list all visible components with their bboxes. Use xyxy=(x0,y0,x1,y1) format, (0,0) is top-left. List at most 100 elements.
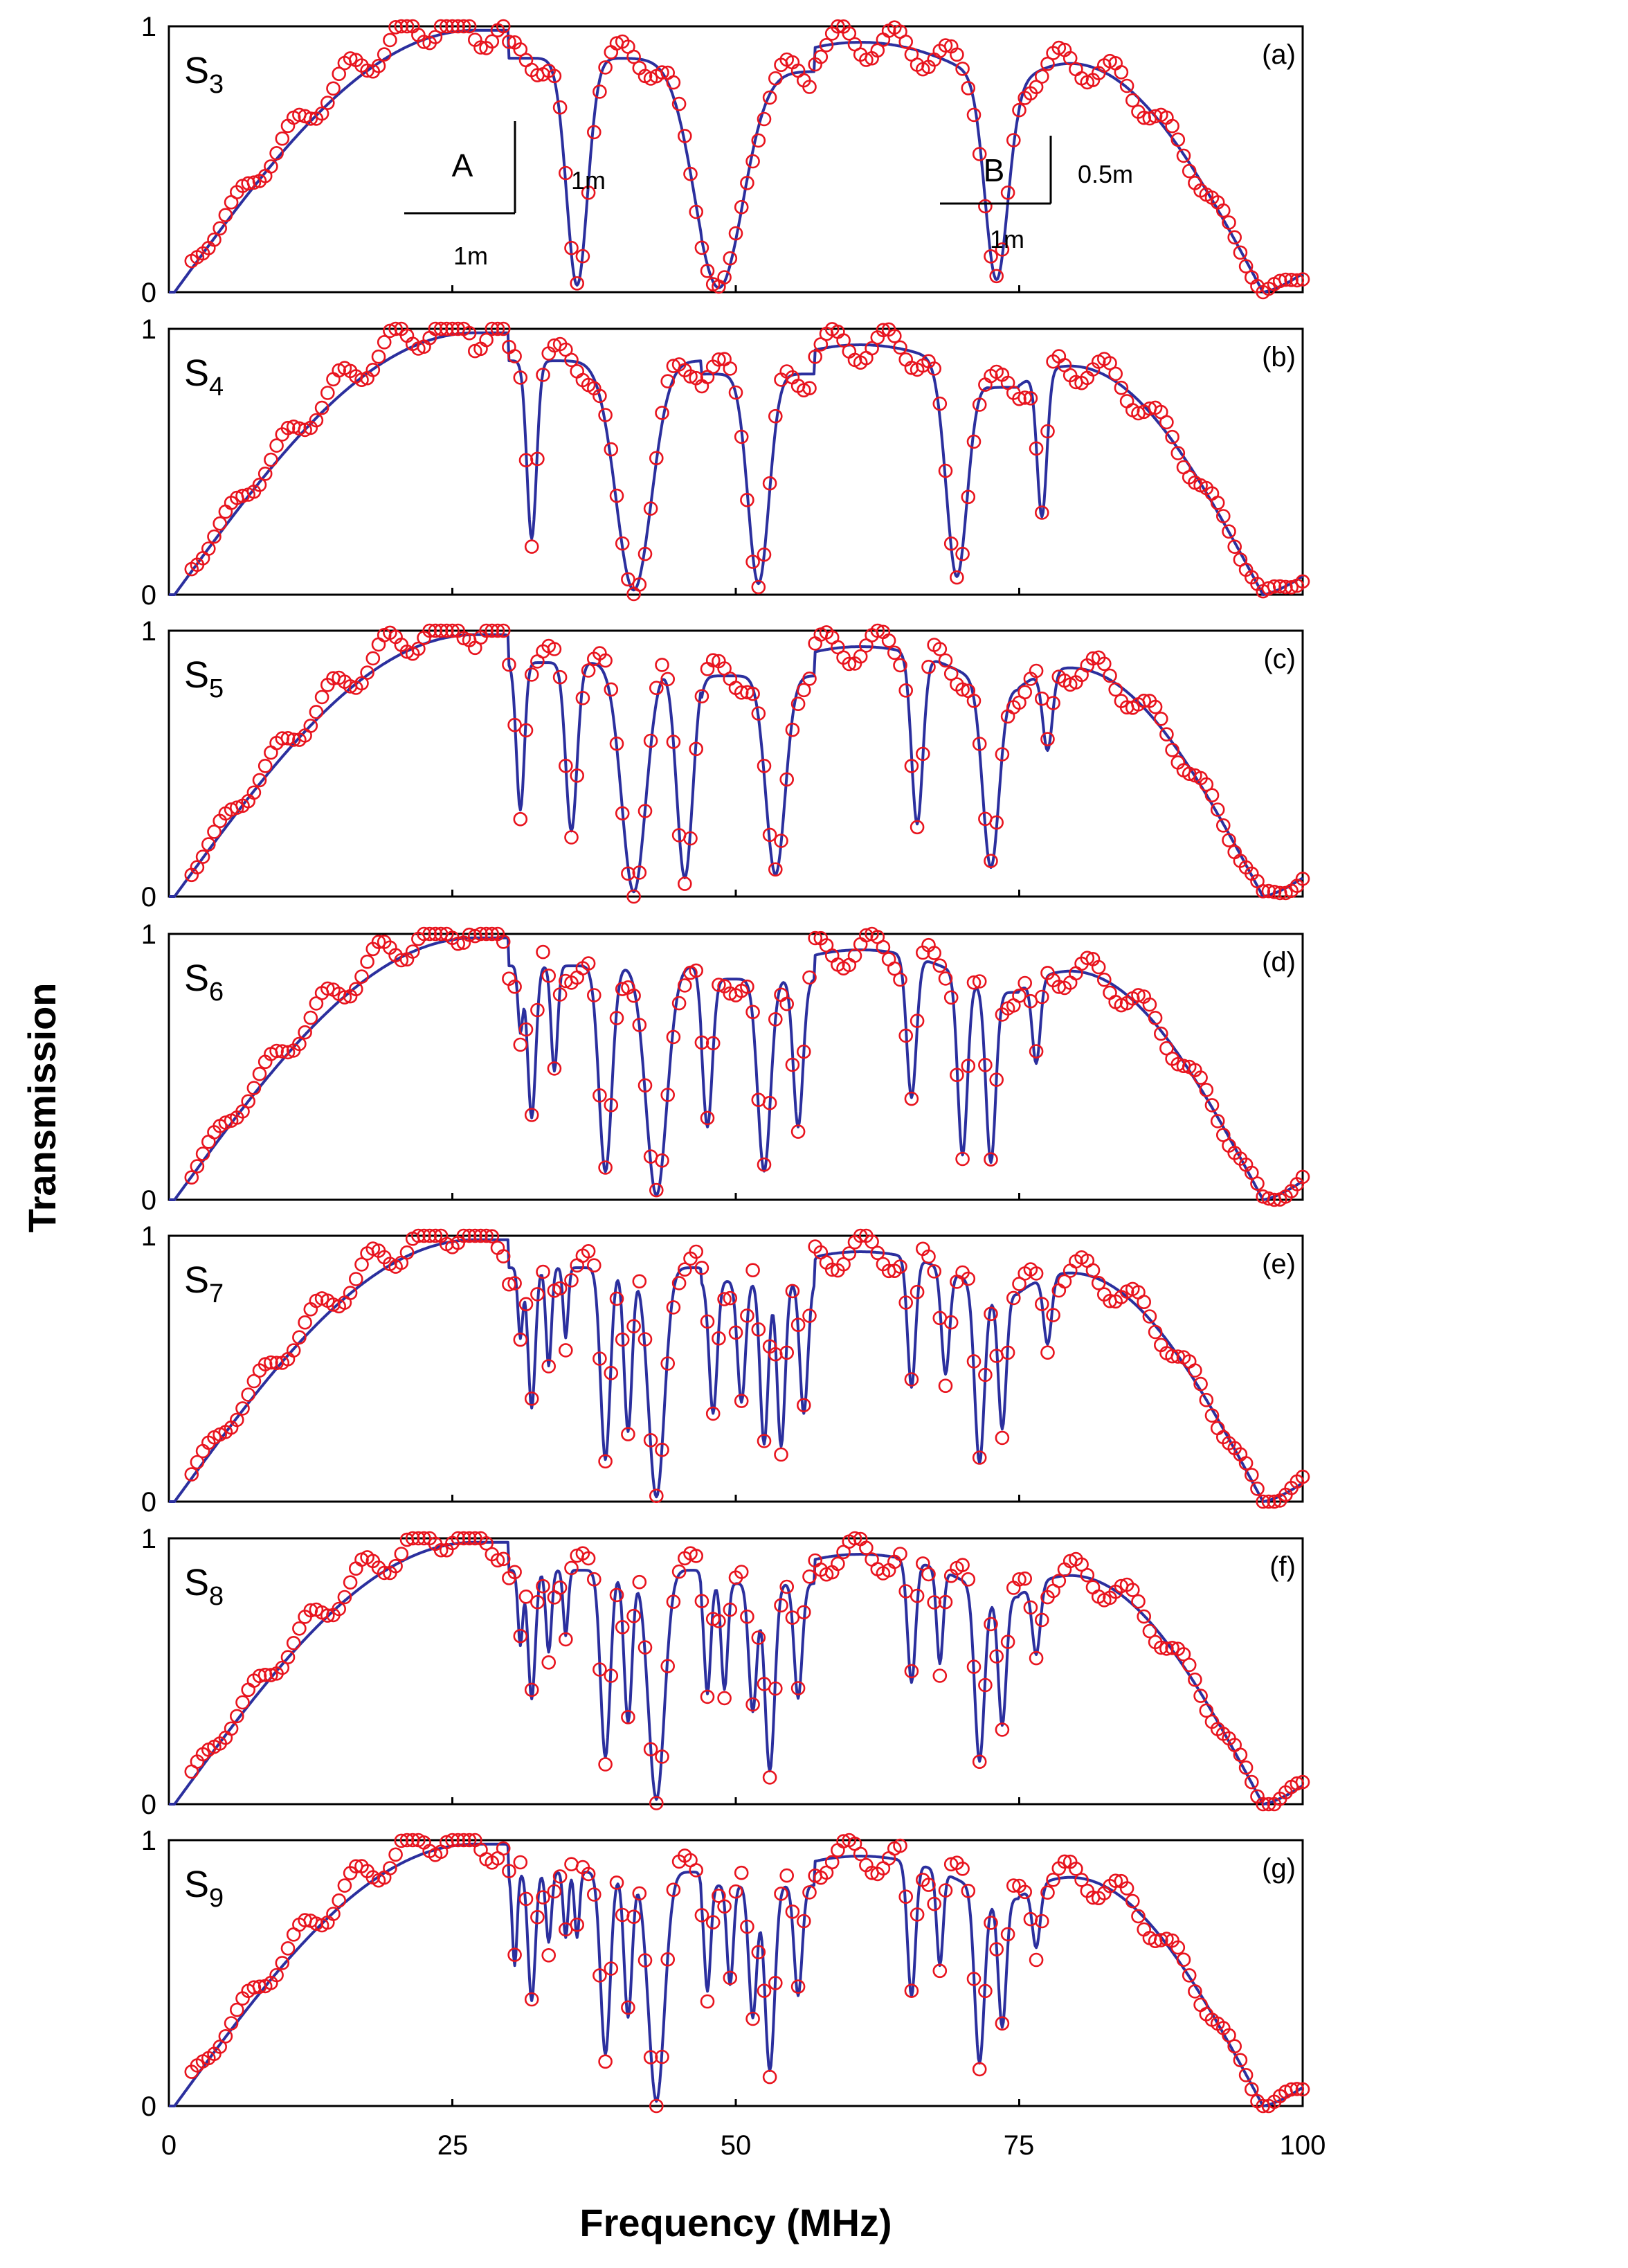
panel-d-data-point xyxy=(797,1044,811,1059)
panel-e-data-point xyxy=(1085,1263,1101,1278)
panel-g-data-point xyxy=(1227,2039,1242,2053)
panel-f-data-point xyxy=(1080,1567,1095,1583)
panel-e-data-point xyxy=(1261,1494,1276,1509)
panel-e-data-point xyxy=(728,1325,743,1340)
panel-a-data-point xyxy=(593,84,607,99)
panel-d-data-point xyxy=(1148,1011,1163,1025)
panel-c-data-point xyxy=(1018,685,1032,700)
panel-d-data-point xyxy=(405,944,420,959)
panel-f-y-tick-label-0: 0 xyxy=(141,1790,156,1820)
panel-g-data-point xyxy=(581,1866,596,1882)
panel-a-data-point xyxy=(581,185,596,200)
panel-e-data-point xyxy=(802,1308,817,1323)
panel-a-data-point xyxy=(689,204,704,219)
panel-e-data-point xyxy=(246,1374,262,1389)
panel-g-data-point xyxy=(666,1882,681,1897)
panel-d-data-point xyxy=(966,975,982,990)
panel-e-data-point xyxy=(734,1394,749,1408)
panel-f-data-point xyxy=(224,1721,239,1736)
panel-f-data-point xyxy=(1035,1612,1049,1628)
panel-c-data-point xyxy=(246,785,262,800)
panel-b-data-point xyxy=(972,397,987,412)
panel-e-data-point xyxy=(774,1447,788,1462)
panel-c-data-point xyxy=(751,706,766,721)
panel-b-data-point xyxy=(212,516,228,531)
panel-c-data-point xyxy=(785,722,800,737)
panel-a-data-point xyxy=(377,47,392,62)
panel-f-data-point xyxy=(643,1742,658,1756)
panel-c-data-point xyxy=(757,759,772,773)
panel-e-data-point xyxy=(797,1398,811,1412)
panel-d-data-point xyxy=(371,935,386,949)
panel-c-data-point xyxy=(989,815,1004,830)
panel-e-data-point xyxy=(581,1244,596,1259)
panel-a-data-point xyxy=(394,19,409,34)
panel-d-frame xyxy=(168,933,1304,1201)
panel-d-data-point xyxy=(927,946,941,960)
panel-g-data-point xyxy=(507,1947,522,1962)
panel-e-data-point xyxy=(564,1273,579,1288)
panel-b-data-point xyxy=(326,372,341,387)
panel-a-data-point xyxy=(1238,259,1254,273)
panel-g-data-point xyxy=(524,1992,539,2007)
panel-c-data-point xyxy=(615,806,630,821)
panel-b-data-point xyxy=(507,349,522,363)
panel-d-data-point xyxy=(1210,1114,1225,1128)
panel-a-data-point xyxy=(768,71,783,86)
panel-b-data-point xyxy=(740,492,754,507)
panel-f-data-point xyxy=(921,1567,936,1582)
panel-e-data-point xyxy=(898,1295,913,1310)
panel-a-data-point xyxy=(343,51,358,66)
panel-d-data-point xyxy=(473,926,488,942)
panel-f-data-point xyxy=(530,1594,545,1610)
panel-f-data-point xyxy=(1159,1641,1174,1656)
x-tick-label-0: 0 xyxy=(161,2130,177,2161)
panel-d-data-point xyxy=(943,990,959,1005)
panel-e-data-point xyxy=(1245,1468,1259,1482)
panel-d-sequence-label: S6 xyxy=(184,957,224,1007)
panel-c-data-point xyxy=(1256,884,1270,899)
panel-e-sequence-label: S7 xyxy=(184,1259,224,1308)
panel-c-data-point xyxy=(932,642,948,656)
panel-g-data-point xyxy=(280,1941,296,1956)
panel-g-data-point xyxy=(337,1878,352,1893)
panel-d-data-point xyxy=(637,1078,653,1093)
panel-c-data-point xyxy=(496,623,511,638)
panel-a-data-point xyxy=(1222,215,1236,230)
panel-d-data-point xyxy=(655,1153,669,1168)
panel-a-data-point xyxy=(751,133,766,148)
panel-b-data-point xyxy=(762,476,777,491)
panel-f-data-point xyxy=(660,1659,676,1673)
panel-b-data-point xyxy=(218,504,233,519)
panel-g-data-point xyxy=(621,2000,635,2015)
panel-f-data-point xyxy=(280,1650,296,1664)
panel-g-data-point xyxy=(1125,1893,1140,1909)
panel-c-data-point xyxy=(966,693,982,708)
panel-f-data-point xyxy=(1137,1609,1151,1624)
panel-c-data-point xyxy=(904,759,919,773)
panel-e-data-point xyxy=(422,1228,437,1243)
panel-a-data-point xyxy=(694,240,709,255)
panel-f-data-point xyxy=(1256,1797,1270,1812)
panel-c-data-point xyxy=(853,649,868,664)
panel-c-sequence-label: S5 xyxy=(184,654,224,703)
panel-c-data-point xyxy=(1029,663,1044,678)
panel-f-data-point xyxy=(462,1531,477,1546)
panel-a-data-point xyxy=(728,226,743,241)
panel-f-data-point xyxy=(332,1601,347,1617)
x-tick-label-75: 75 xyxy=(1004,2130,1035,2161)
panel-b-y-tick-label-1: 1 xyxy=(141,314,156,345)
panel-g-data-point xyxy=(745,2011,760,2026)
panel-g-experiment-points xyxy=(184,1833,1310,2114)
panel-e-data-point xyxy=(473,1228,488,1243)
panel-b-data-point xyxy=(1222,524,1236,539)
panel-d-data-point xyxy=(893,972,907,987)
panel-g-data-point xyxy=(904,1983,919,1998)
panel-a-data-point xyxy=(246,175,262,190)
panel-c-data-point xyxy=(598,653,613,668)
panel-a-data-point xyxy=(700,263,715,278)
panel-a-data-point xyxy=(1012,102,1026,118)
panel-c-data-point xyxy=(1085,651,1101,666)
panel-g-data-point xyxy=(593,1968,607,1983)
panel-a-data-point xyxy=(1290,273,1305,288)
